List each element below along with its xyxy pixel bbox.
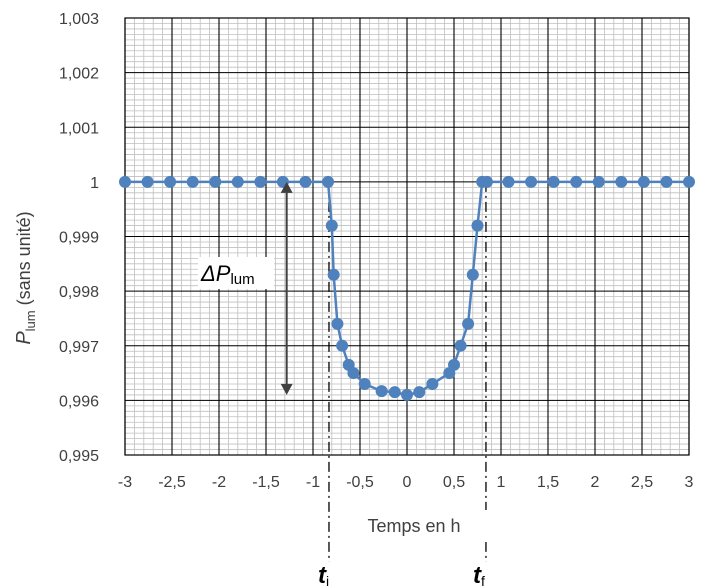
data-point — [327, 268, 340, 281]
x-tick-label: -1,5 — [252, 474, 280, 491]
data-point — [448, 358, 460, 371]
y-tick-label: 0,997 — [59, 339, 99, 356]
y-tick-label: 1,003 — [59, 11, 99, 28]
x-tick-label: -0,5 — [346, 474, 374, 491]
delta-label-symbol: ΔP — [200, 261, 231, 286]
y-axis-title: Plum (sans unité) — [13, 211, 38, 344]
y-tick-label: 0,999 — [59, 230, 99, 247]
delta-label: ΔPlum — [200, 261, 255, 288]
data-point — [231, 175, 244, 188]
data-point — [325, 219, 338, 232]
y-tick-label: 1 — [90, 175, 99, 192]
ti-label-subscript: i — [326, 573, 329, 587]
data-point — [141, 175, 154, 188]
data-point — [462, 317, 475, 330]
data-point — [413, 386, 426, 399]
x-axis-title-bg — [340, 510, 492, 542]
data-point — [347, 367, 360, 380]
x-tick-label: 0 — [403, 474, 412, 491]
data-point — [570, 175, 583, 188]
data-series — [119, 175, 695, 401]
data-point — [388, 386, 401, 399]
delta-arrow-head-bottom — [280, 383, 293, 395]
x-tick-labels: -3 -2,5 -2 -1,5 -1 -0,5 0 0,5 1 1,5 2 2,5 3 — [118, 474, 694, 491]
ti-label: ti — [318, 562, 329, 587]
delta-arrow — [280, 181, 293, 395]
data-point — [480, 175, 493, 188]
data-point — [186, 175, 199, 188]
data-point — [375, 385, 388, 398]
y-tick-label: 0,998 — [59, 284, 99, 301]
y-tick-label: 1,002 — [59, 66, 99, 83]
y-tick-label: 1,001 — [59, 120, 99, 137]
x-tick-label: 1,5 — [537, 474, 559, 491]
y-axis-title-symbol: P — [13, 331, 35, 345]
data-point — [331, 317, 344, 330]
data-point — [466, 268, 479, 281]
tf-label-subscript: f — [481, 573, 485, 587]
x-tick-label: 2 — [591, 474, 600, 491]
data-point — [615, 175, 628, 188]
data-point — [547, 175, 560, 188]
tf-label-symbol: t — [473, 562, 482, 587]
data-point — [592, 175, 605, 188]
ti-label-symbol: t — [318, 562, 327, 587]
x-tick-label: -2,5 — [158, 474, 186, 491]
plot-frame — [124, 17, 690, 456]
data-point — [660, 175, 673, 188]
data-point — [358, 377, 371, 390]
x-tick-label: -1 — [306, 474, 320, 491]
delta-label-bg — [198, 257, 274, 289]
data-point — [426, 377, 439, 390]
x-tick-label: 1 — [497, 474, 506, 491]
data-point — [401, 388, 413, 401]
data-point — [119, 175, 131, 188]
x-tick-label: 2,5 — [631, 474, 653, 491]
data-point — [299, 175, 312, 188]
x-tick-label: 0,5 — [443, 474, 465, 491]
x-tick-label: -2 — [212, 474, 226, 491]
data-point — [637, 175, 650, 188]
y-axis-title-suffix: (sans unité) — [14, 211, 34, 310]
x-axis-title: Temps en h — [367, 516, 460, 536]
x-tick-label: -3 — [118, 474, 132, 491]
data-point — [209, 175, 222, 188]
delta-label-subscript: lum — [230, 271, 254, 288]
tf-label: tf — [473, 562, 485, 587]
data-point — [454, 339, 467, 352]
data-point — [164, 175, 177, 188]
y-tick-label: 0,996 — [59, 393, 99, 410]
y-axis-title-subscript: lum — [23, 310, 38, 331]
data-point — [322, 175, 335, 188]
data-point — [502, 175, 515, 188]
y-tick-label: 0,995 — [59, 448, 99, 465]
data-point — [525, 175, 538, 188]
y-tick-labels: 0,995 0,996 0,997 0,998 0,999 1 1,001 1,002 1,00… — [59, 11, 99, 465]
data-point — [471, 219, 484, 232]
delta-arrow-head-top — [280, 181, 293, 193]
x-tick-label: 3 — [685, 474, 694, 491]
data-point — [683, 175, 695, 188]
data-point — [254, 175, 267, 188]
data-point — [336, 339, 349, 352]
transit-guides — [328, 181, 487, 562]
